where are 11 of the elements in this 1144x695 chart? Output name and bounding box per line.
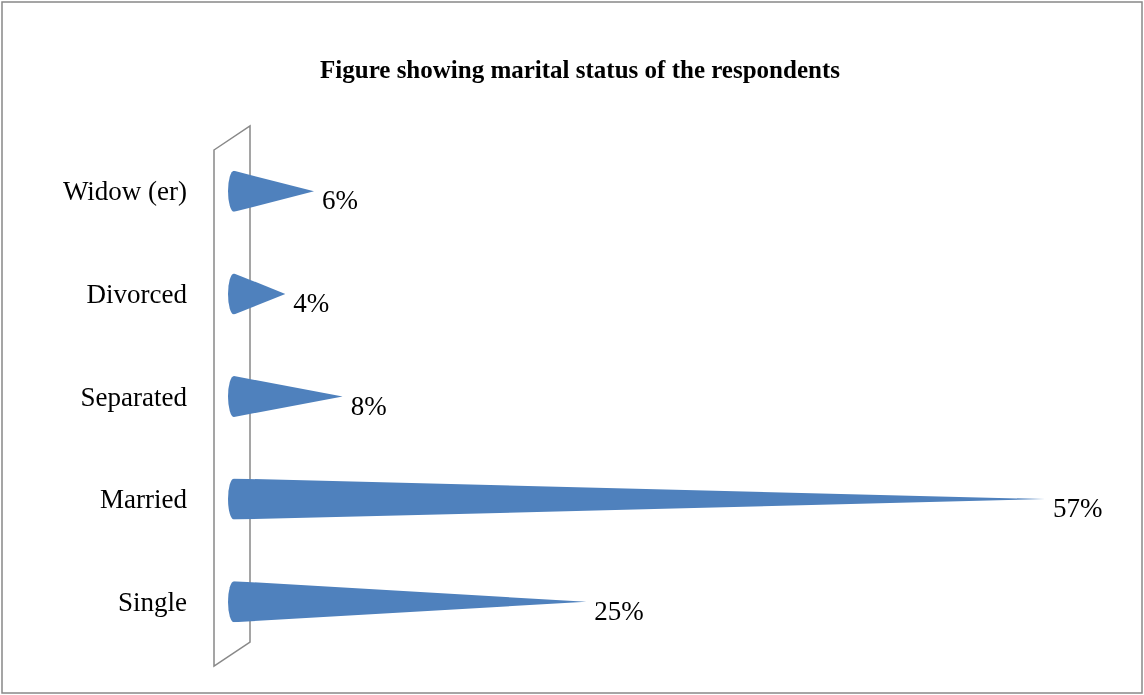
y-tick-label: Divorced [86, 278, 188, 309]
y-tick-label: Separated [80, 381, 188, 412]
data-label: 4% [293, 287, 330, 318]
y-tick-label: Widow (er) [62, 176, 187, 207]
data-label: 6% [322, 185, 358, 216]
chart-title: Figure showing marital status of the respondents [320, 56, 841, 83]
data-label: 8% [350, 390, 387, 421]
y-tick-label: Married [100, 484, 188, 515]
data-label: 25% [594, 595, 644, 626]
y-tick-label: Single [117, 586, 187, 617]
data-label: 57% [1053, 493, 1103, 524]
